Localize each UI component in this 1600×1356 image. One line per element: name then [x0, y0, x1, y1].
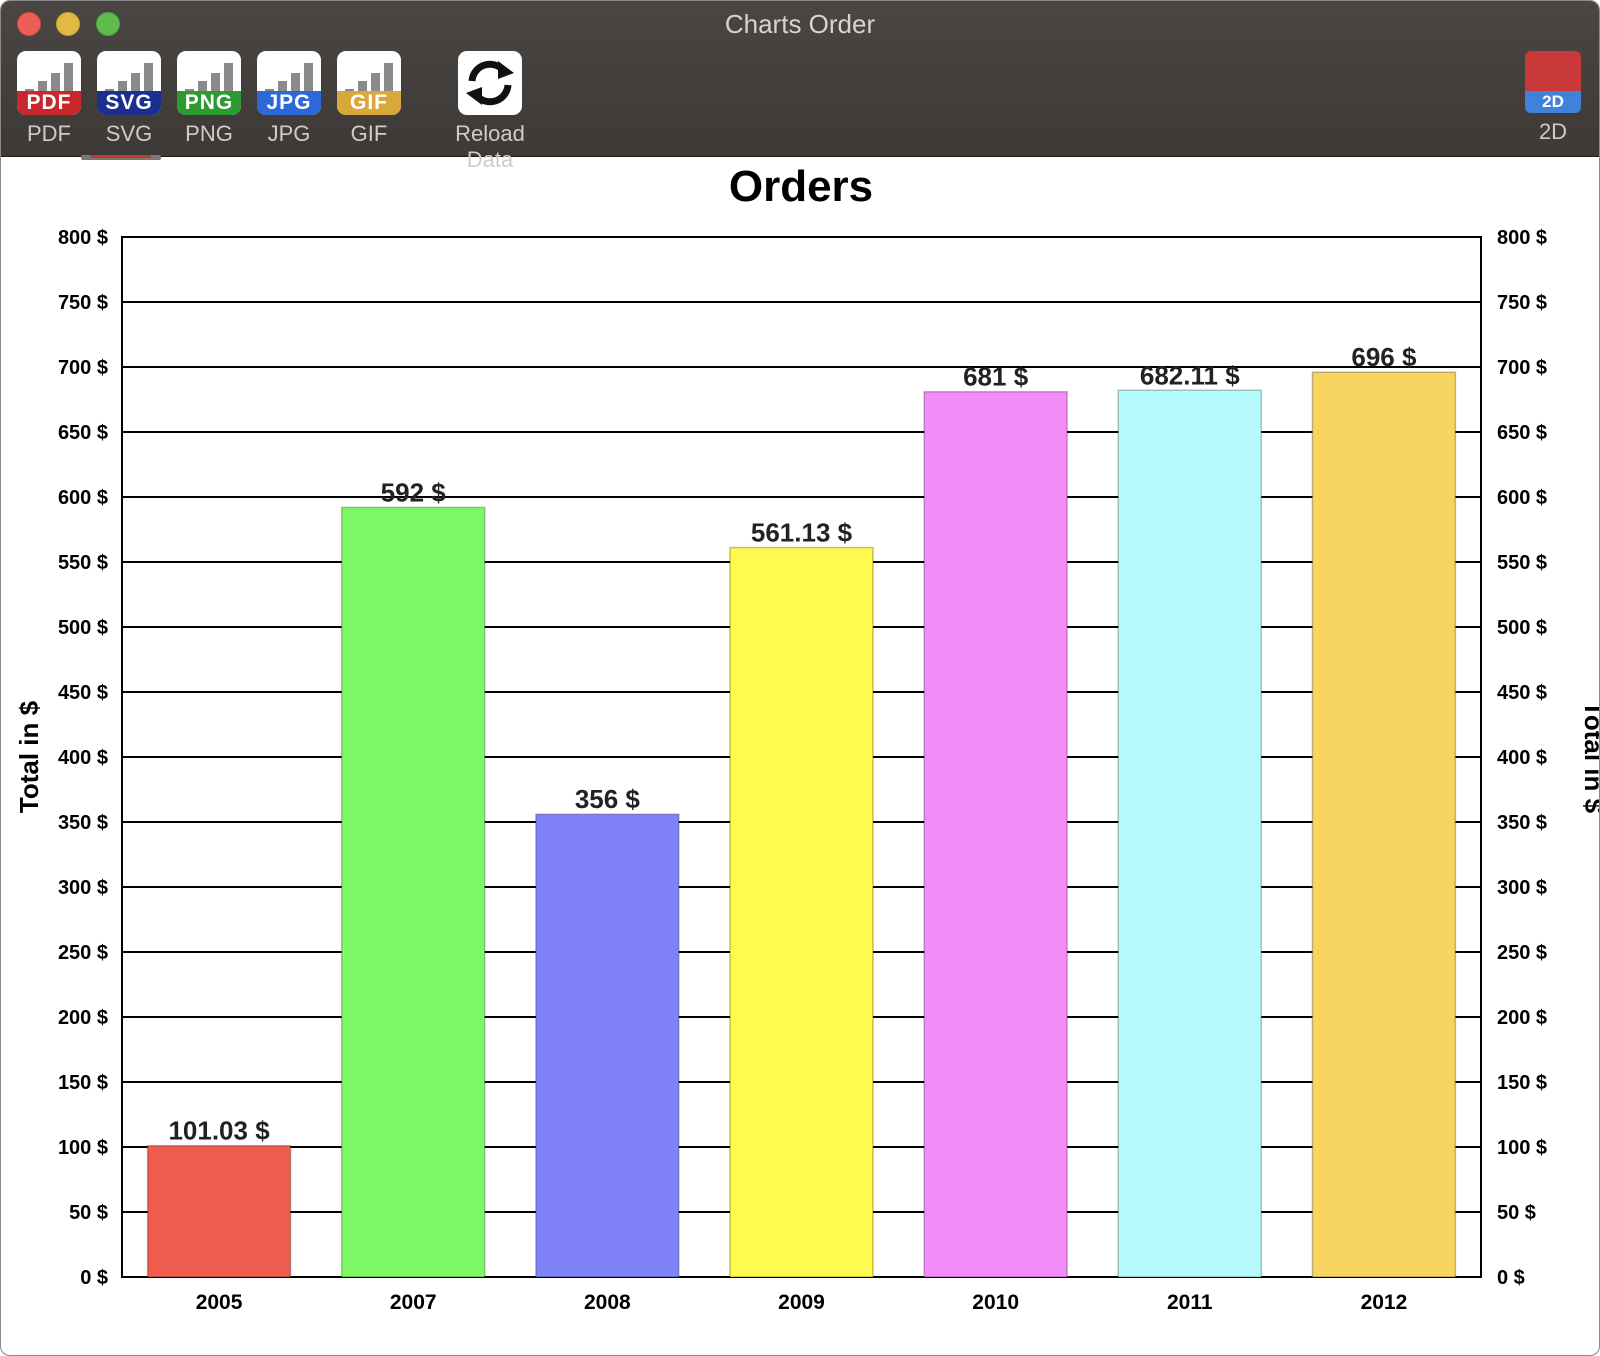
export-jpg-button[interactable]: JPG JPG [249, 51, 329, 147]
y-tick-label-right: 300 $ [1497, 877, 1547, 899]
jpg-badge: JPG [257, 91, 321, 115]
bar-2011 [1117, 389, 1263, 1278]
gif-badge: GIF [337, 91, 401, 115]
y-axis-title-left: Total in $ [14, 700, 44, 813]
export-gif-button[interactable]: GIF GIF [329, 51, 409, 147]
y-tick-label-right: 400 $ [1497, 747, 1547, 769]
reload-data-label: Reload Data [455, 121, 525, 172]
bar-chart-svg: Orders 0 $ 0 $ 50 $ 50 $ 100 $ 100 $ 150 $ 150 $… [14, 162, 1600, 1314]
y-axis-title-right: Total in $ [1579, 701, 1600, 814]
y-tick-label-right: 750 $ [1497, 292, 1547, 314]
zoom-window-button[interactable] [96, 12, 120, 36]
y-tick-label-right: 150 $ [1497, 1072, 1547, 1094]
x-tick-label: 2005 [196, 1291, 243, 1314]
y-tick-label-right: 250 $ [1497, 942, 1547, 964]
y-tick-label-right: 100 $ [1497, 1137, 1547, 1159]
export-pdf-button[interactable]: PDF PDF [9, 51, 89, 147]
y-tick-label-left: 650 $ [58, 422, 108, 444]
x-tick-label: 2012 [1361, 1291, 1408, 1314]
gif-label: GIF [350, 121, 388, 146]
y-tick-label-left: 50 $ [69, 1202, 108, 1224]
svg-label: SVG [105, 121, 153, 146]
y-tick-label-left: 600 $ [58, 487, 108, 509]
reload-data-button[interactable]: Reload Data [430, 51, 550, 173]
y-tick-label-right: 800 $ [1497, 227, 1547, 249]
y-tick-label-right: 0 $ [1497, 1267, 1525, 1289]
y-tick-label-left: 450 $ [58, 682, 108, 704]
bar-value-label: 696 $ [1351, 342, 1417, 372]
reload-icon [458, 51, 522, 115]
chart-title: Orders [729, 162, 873, 211]
png-badge: PNG [177, 91, 241, 115]
y-tick-label-right: 600 $ [1497, 487, 1547, 509]
mode-2d-button[interactable]: 2D 2D [1521, 51, 1585, 145]
y-tick-label-right: 500 $ [1497, 617, 1547, 639]
title-bar: Charts Order PDF PDF SVG SVG PNG PNG JPG… [1, 1, 1599, 172]
bar-value-label: 356 $ [575, 784, 641, 814]
y-tick-label-right: 50 $ [1497, 1202, 1536, 1224]
jpg-label: JPG [267, 121, 311, 146]
y-tick-label-left: 300 $ [58, 877, 108, 899]
y-tick-label-right: 550 $ [1497, 552, 1547, 574]
gif-file-icon: GIF [337, 51, 401, 115]
chart-2d-icon: 2D [1525, 51, 1581, 113]
bar-value-label: 101.03 $ [168, 1116, 270, 1146]
y-tick-label-left: 200 $ [58, 1007, 108, 1029]
png-file-icon: PNG [177, 51, 241, 115]
y-tick-label-left: 100 $ [58, 1137, 108, 1159]
x-tick-label: 2008 [584, 1291, 631, 1314]
y-tick-label-right: 450 $ [1497, 682, 1547, 704]
y-tick-label-right: 700 $ [1497, 357, 1547, 379]
bar-value-label: 682.11 $ [1140, 360, 1240, 390]
y-tick-label-left: 150 $ [58, 1072, 108, 1094]
export-png-button[interactable]: PNG PNG [169, 51, 249, 147]
y-tick-label-left: 0 $ [80, 1267, 108, 1289]
x-tick-label: 2007 [390, 1291, 437, 1314]
y-tick-label-right: 650 $ [1497, 422, 1547, 444]
close-window-button[interactable] [17, 12, 41, 36]
selected-tab-indicator [81, 155, 161, 160]
y-tick-label-left: 400 $ [58, 747, 108, 769]
mode-2d-label: 2D [1538, 119, 1568, 144]
y-tick-label-right: 200 $ [1497, 1007, 1547, 1029]
bar-2009 [729, 546, 874, 1278]
y-tick-label-left: 800 $ [58, 227, 108, 249]
bar-2010 [923, 390, 1068, 1278]
pdf-badge: PDF [17, 91, 81, 115]
y-tick-label-left: 500 $ [58, 617, 108, 639]
y-tick-label-left: 350 $ [58, 812, 108, 834]
x-tick-label: 2009 [778, 1291, 825, 1314]
pdf-file-icon: PDF [17, 51, 81, 115]
x-tick-label: 2010 [972, 1291, 1019, 1314]
png-label: PNG [185, 121, 233, 146]
y-tick-label-left: 250 $ [58, 942, 108, 964]
y-tick-label-left: 750 $ [58, 292, 108, 314]
x-tick-label: 2011 [1167, 1291, 1213, 1314]
svg-file-icon: SVG [97, 51, 161, 115]
svg-badge: SVG [97, 91, 161, 115]
minimize-window-button[interactable] [56, 12, 80, 36]
bar-2012 [1311, 371, 1457, 1278]
export-svg-button[interactable]: SVG SVG [89, 51, 169, 147]
y-tick-label-left: 700 $ [58, 357, 108, 379]
y-tick-label-left: 550 $ [58, 552, 108, 574]
pdf-label: PDF [27, 121, 71, 146]
orders-chart: Orders 0 $ 0 $ 50 $ 50 $ 100 $ 100 $ 150 $ 150 $… [1, 161, 1600, 1355]
bar-value-label: 592 $ [381, 477, 447, 507]
bar-2007 [340, 506, 486, 1278]
bar-2008 [535, 813, 680, 1278]
window-title: Charts Order [724, 9, 876, 39]
bar-2005 [146, 1144, 292, 1278]
mode-2d-badge: 2D [1525, 91, 1581, 113]
jpg-file-icon: JPG [257, 51, 321, 115]
bar-value-label: 681 $ [963, 362, 1029, 392]
bar-value-label: 561.13 $ [751, 518, 853, 548]
y-tick-label-right: 350 $ [1497, 812, 1547, 834]
